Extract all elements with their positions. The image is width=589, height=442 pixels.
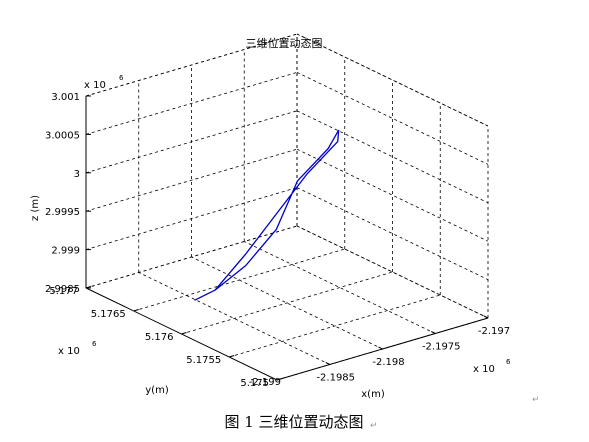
y-multiplier-exponent: 6	[92, 340, 97, 348]
z-multiplier-label: x 10	[84, 80, 106, 91]
y-tick-mark	[85, 286, 92, 289]
z-tick-label: 2.9985	[45, 284, 80, 295]
figure-caption: 图 1 三维位置动态图	[224, 413, 363, 431]
y-axis-label: y(m)	[145, 385, 169, 396]
y-tick-label: 5.1765	[91, 309, 126, 320]
x-multiplier: x 10 6	[473, 358, 511, 375]
x-tick-label: -2.1985	[316, 373, 355, 384]
x-multiplier-exponent: 6	[506, 358, 511, 366]
tick-labels: 3.0013.000532.99952.9992.99855.1775.1765…	[45, 92, 510, 389]
x-multiplier-label: x 10	[473, 364, 495, 375]
x-tick-mark	[431, 331, 436, 334]
z-multiplier: x 10 6	[84, 74, 124, 91]
y-tick-label: 5.177	[49, 286, 78, 297]
y-gridline-floor	[229, 294, 441, 358]
page-paragraph-mark: ↵	[532, 395, 540, 405]
z-gridline-backwall	[85, 72, 298, 135]
chart-title: 三维位置动态图	[246, 36, 323, 50]
y-multiplier: x 10 6	[58, 340, 97, 357]
z-gridline-backwall	[85, 187, 298, 250]
x-tick-label: -2.197	[478, 326, 510, 337]
y-tick-mark	[133, 309, 139, 312]
top-back-edge	[85, 33, 298, 97]
x-gridline-floor	[296, 225, 489, 319]
z-tick-label: 2.999	[51, 246, 80, 257]
grid	[85, 33, 489, 381]
y-gridline-floor	[133, 248, 345, 312]
y-tick-mark	[276, 378, 283, 381]
y-tick-mark	[229, 355, 235, 358]
z-tick-label: 3.0005	[45, 130, 80, 141]
z-axis-label: z (m)	[30, 195, 41, 221]
top-side-edge	[296, 33, 489, 127]
x-axis-label: x(m)	[361, 389, 385, 400]
y-gridline-floor	[181, 271, 393, 335]
x-tick-mark	[325, 362, 330, 365]
x-gridline-floor	[138, 272, 330, 365]
z-tick-label: 3	[74, 169, 80, 180]
trajectory-line	[194, 129, 340, 301]
x-tick-mark	[378, 346, 383, 350]
z-gridline-sidewall	[296, 187, 489, 280]
y-tick-label: 5.1755	[186, 355, 221, 366]
z-gridline-backwall	[85, 148, 298, 212]
x-gridline-floor	[191, 256, 383, 350]
z-gridline-sidewall	[296, 148, 489, 242]
z-gridline-backwall	[85, 110, 298, 174]
x-corner-label: -2.199	[249, 377, 281, 388]
x-tick-mark	[483, 315, 489, 319]
z-gridline-backwall	[85, 225, 298, 289]
z-gridline-sidewall	[296, 225, 489, 319]
z-gridline-sidewall	[296, 33, 489, 127]
y-tick-mark	[181, 332, 187, 335]
y-tick-label: 5.175	[240, 378, 269, 389]
series-layer	[194, 129, 340, 301]
z-tick-label: 3.001	[51, 92, 80, 103]
z-tick-label: 2.9995	[45, 207, 80, 218]
y-multiplier-label: x 10	[58, 346, 80, 357]
axis-box	[85, 95, 489, 381]
x-tick-label: -2.198	[372, 357, 404, 368]
x-tick-label: -2.1975	[422, 342, 461, 353]
caption-paragraph-mark: ↵	[370, 421, 378, 431]
z-gridline-sidewall	[296, 72, 489, 165]
z-gridline-sidewall	[296, 110, 489, 204]
z-multiplier-exponent: 6	[119, 74, 124, 82]
x-gridline-floor	[244, 241, 436, 334]
y-tick-label: 5.176	[145, 332, 174, 343]
